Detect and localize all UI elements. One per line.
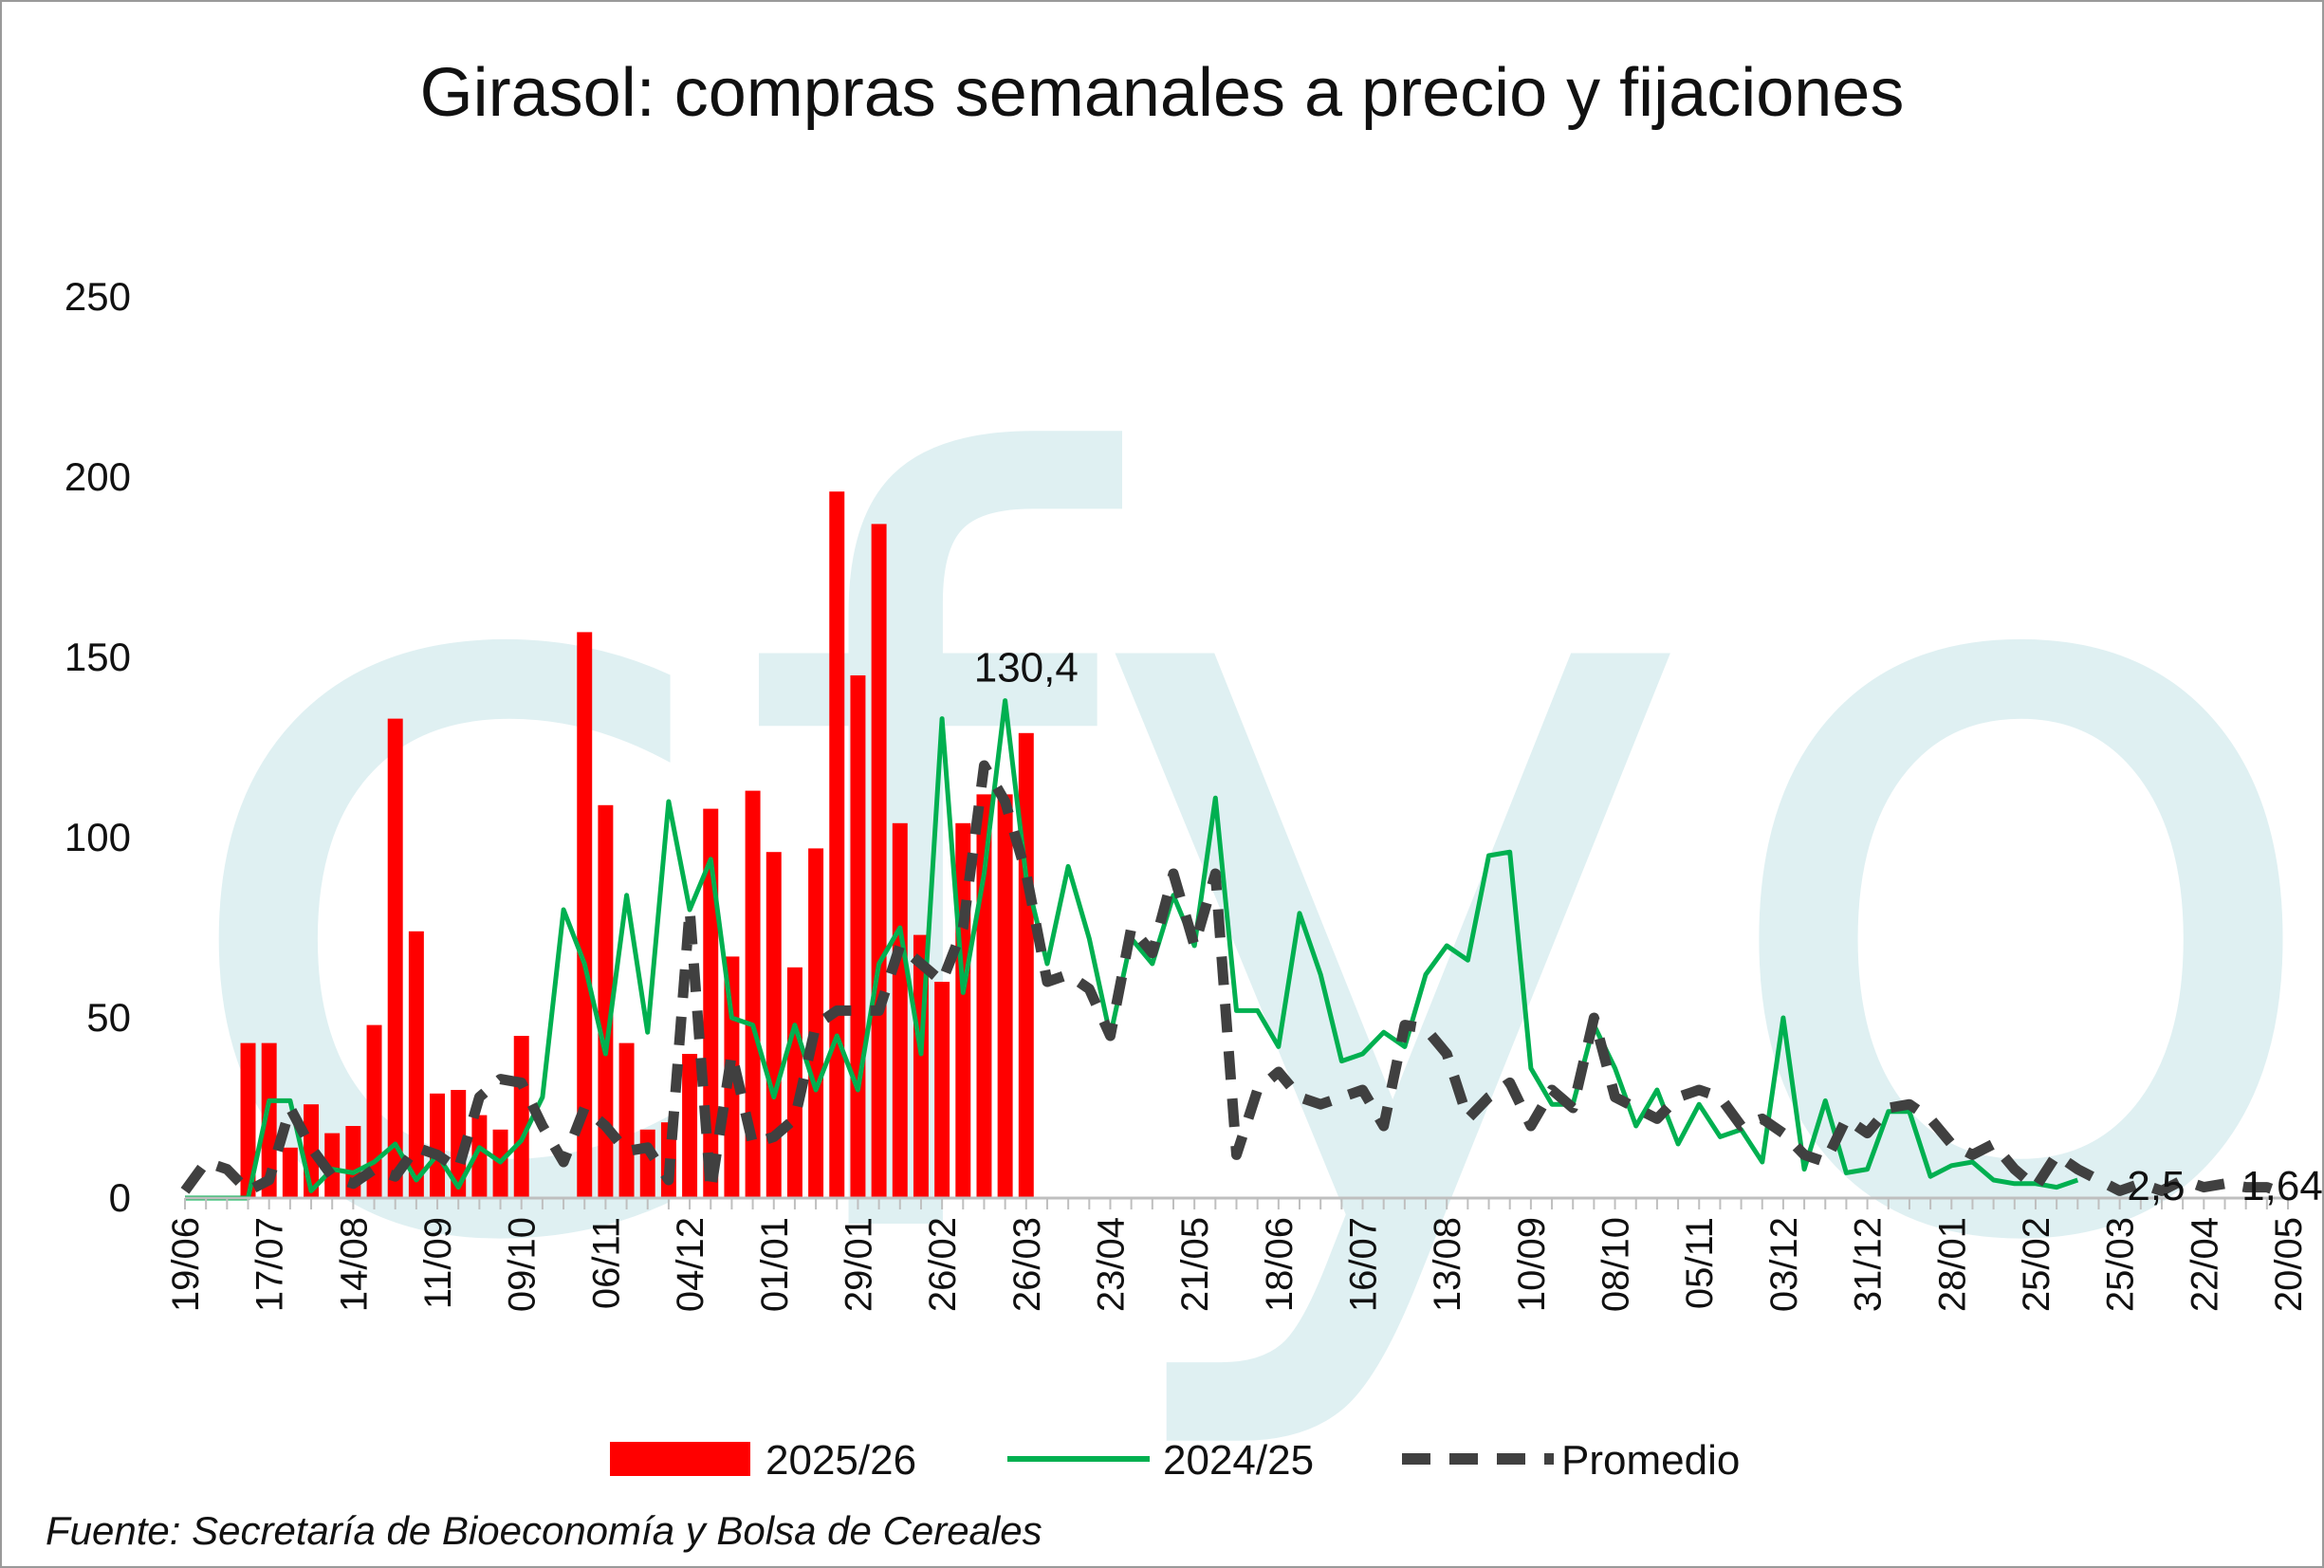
x-tick-label: 09/10 (502, 1217, 544, 1312)
y-tick-label: 100 (65, 815, 131, 859)
bar-2025-26 (892, 822, 908, 1198)
x-tick-label: 05/11 (1679, 1217, 1721, 1309)
line-promedio (180, 760, 2290, 1200)
x-tick-label: 04/12 (670, 1217, 711, 1312)
bar-2025-26 (934, 982, 950, 1198)
bar-2025-26 (577, 632, 593, 1198)
bar-2025-26 (745, 790, 761, 1198)
x-tick-label: 22/04 (2184, 1217, 2225, 1312)
x-tick-label: 25/02 (2016, 1217, 2057, 1312)
bar-2025-26 (1018, 732, 1034, 1198)
bar-2025-26 (513, 1036, 529, 1198)
chart-title: Girasol: compras semanales a precio y fi… (420, 55, 1905, 131)
bar-2025-26 (387, 718, 403, 1198)
bar-2025-26 (703, 808, 719, 1198)
bar-2025-26 (639, 1129, 655, 1198)
legend-label: 2024/25 (1163, 1437, 1314, 1484)
y-tick-label: 250 (65, 274, 131, 319)
bar-2025-26 (850, 675, 866, 1198)
x-axis: 19/06 17/07 14/08 11/09 09/10 06/11 04/12 01/01… (165, 1196, 2310, 1312)
bar-2025-26 (366, 1024, 382, 1198)
x-tick-label: 08/10 (1595, 1217, 1637, 1312)
bar-2025-26 (430, 1093, 446, 1198)
y-tick-label: 200 (65, 454, 131, 499)
data-label: 130,4 (974, 645, 1079, 692)
series-lines (180, 698, 2290, 1201)
bar-2025-26 (786, 967, 802, 1198)
y-tick-label: 50 (86, 995, 131, 1040)
bar-2025-26 (240, 1042, 256, 1198)
x-tick-label: 28/01 (1931, 1217, 1973, 1312)
x-tick-label: 01/01 (754, 1217, 796, 1312)
legend: 2025/26 2024/25 Promedio (610, 1437, 1740, 1484)
bar-2025-26 (682, 1054, 698, 1198)
x-tick-label: 26/03 (1006, 1217, 1048, 1312)
bar-2025-26 (829, 491, 845, 1198)
legend-label: 2025/26 (765, 1437, 916, 1484)
x-tick-label: 17/07 (249, 1217, 291, 1312)
x-tick-label: 10/09 (1511, 1217, 1553, 1312)
legend-swatch-2025-26 (610, 1442, 750, 1476)
x-tick-label: 26/02 (922, 1217, 964, 1312)
watermark-logo: cfyo (161, 256, 2324, 1470)
bar-2025-26 (997, 794, 1013, 1198)
bar-2025-26 (765, 852, 782, 1198)
bar-2025-26 (282, 1147, 298, 1198)
bar-2025-26 (598, 804, 614, 1198)
x-tick-label: 18/06 (1259, 1217, 1300, 1312)
bar-2025-26 (324, 1133, 341, 1198)
x-tick-label: 06/11 (585, 1217, 627, 1309)
x-tick-label: 19/06 (165, 1217, 207, 1312)
bar-2025-26 (408, 931, 424, 1198)
x-tick-label: 20/05 (2268, 1217, 2310, 1312)
x-tick-label: 16/07 (1343, 1217, 1385, 1312)
bar-2025-26 (618, 1042, 635, 1198)
watermark-text: cfyo (161, 256, 2324, 1470)
x-tick-label: 11/09 (417, 1217, 459, 1309)
series-2025-26-bars (240, 491, 1034, 1198)
x-tick-label: 25/03 (2100, 1217, 2142, 1312)
x-tick-label: 14/08 (333, 1217, 375, 1312)
legend-label: Promedio (1561, 1437, 1740, 1484)
bar-2025-26 (261, 1042, 277, 1198)
data-labels: 130,4 2,5 1,64 (974, 645, 2323, 1209)
bar-2025-26 (451, 1090, 467, 1198)
y-axis: 0 50 100 150 200 250 (65, 274, 131, 1220)
x-tick-label: 23/04 (1090, 1217, 1132, 1312)
y-tick-label: 0 (109, 1175, 131, 1220)
bar-2025-26 (871, 524, 887, 1198)
x-tick-label: 03/12 (1763, 1217, 1805, 1312)
data-label: 1,64 (2241, 1163, 2323, 1209)
y-tick-label: 150 (65, 635, 131, 679)
x-tick-label: 29/01 (838, 1217, 879, 1312)
x-tick-label: 31/12 (1848, 1217, 1890, 1312)
data-label: 2,5 (2127, 1163, 2185, 1209)
bar-2025-26 (471, 1115, 488, 1198)
x-tick-label: 13/08 (1427, 1217, 1468, 1312)
bar-2025-26 (808, 848, 824, 1198)
x-tick-label: 21/05 (1174, 1217, 1216, 1312)
source-note: Fuente: Secretaría de Bioeconomía y Bols… (46, 1508, 1042, 1553)
